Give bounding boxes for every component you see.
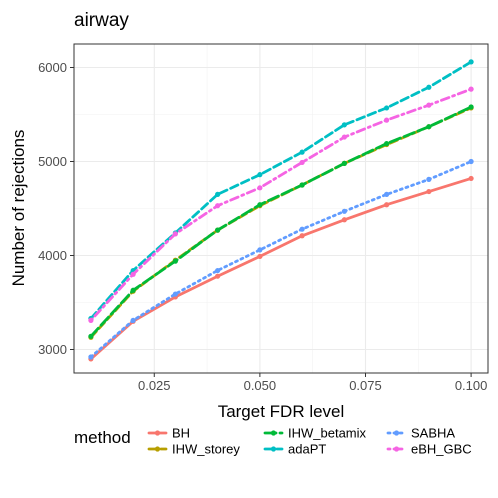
series-sabha: [88, 158, 474, 360]
data-point-adapt: [257, 172, 263, 178]
data-point-ebh-gbc: [468, 86, 474, 92]
data-point-ebh-gbc: [257, 185, 263, 191]
legend-item-ebh-gbc: eBH_GBC: [386, 442, 472, 457]
legend-label: SABHA: [411, 426, 455, 441]
data-point-ihw-betamix: [468, 104, 474, 110]
plot-border: [73, 43, 489, 374]
x-tick-label: 0.050: [244, 378, 277, 393]
data-point-ebh-gbc: [88, 317, 94, 323]
legend-key-point: [270, 446, 277, 452]
series-ihw-betamix: [88, 104, 474, 339]
data-point-bh: [341, 217, 347, 223]
y-tick-label: 6000: [38, 60, 67, 75]
legend-item-ihw-betamix: IHW_betamix: [263, 426, 367, 441]
legend-label: IHW_storey: [172, 442, 240, 457]
data-point-bh: [257, 253, 263, 260]
y-axis-title: Number of rejections: [9, 130, 28, 287]
data-point-ihw-betamix: [384, 141, 390, 147]
x-axis-title: Target FDR level: [218, 402, 345, 421]
data-point-ebh-gbc: [384, 117, 390, 123]
legend-item-adapt: adaPT: [263, 442, 326, 457]
data-point-sabha: [172, 291, 178, 297]
legend-item-bh: BH: [147, 426, 190, 441]
data-point-bh: [215, 273, 221, 279]
legend-item-sabha: SABHA: [386, 426, 455, 441]
x-axis: 0.025 0.050 0.075 0.100: [138, 373, 487, 393]
series-line-ebh-gbc: [89, 87, 473, 322]
grid-lines: [74, 44, 488, 373]
data-point-ihw-betamix: [426, 124, 432, 130]
data-point-bh: [468, 175, 474, 182]
data-point-ihw-betamix: [88, 333, 94, 339]
series-line-sabha: [89, 160, 473, 359]
data-point-sabha: [299, 226, 305, 232]
legend-title: method: [74, 428, 131, 447]
y-axis: 3000 4000 5000 6000: [38, 60, 74, 357]
data-point-ihw-betamix: [299, 182, 305, 188]
data-point-adapt: [384, 105, 390, 111]
data-point-sabha: [215, 267, 221, 274]
legend-key-point: [154, 430, 161, 436]
data-point-bh: [384, 202, 390, 208]
data-point-sabha: [384, 191, 390, 197]
series-lines: [88, 59, 474, 362]
data-point-ebh-gbc: [341, 134, 347, 140]
series-line-ihw-betamix: [89, 105, 473, 338]
y-tick-label: 5000: [38, 154, 67, 169]
data-point-sabha: [468, 158, 474, 165]
data-point-bh: [299, 233, 305, 239]
data-point-adapt: [299, 149, 305, 155]
legend-key-point: [393, 446, 400, 452]
data-point-ebh-gbc: [130, 271, 136, 277]
data-point-adapt: [468, 59, 474, 65]
data-point-ihw-betamix: [130, 287, 136, 293]
series-line-bh: [89, 176, 473, 361]
data-point-adapt: [215, 191, 221, 197]
legend-key-point: [393, 430, 400, 436]
data-point-ebh-gbc: [426, 102, 432, 108]
y-tick-label: 3000: [38, 342, 67, 357]
data-point-ihw-betamix: [215, 227, 221, 233]
data-point-ihw-betamix: [341, 160, 347, 166]
legend-key-point: [154, 446, 161, 452]
data-point-ihw-betamix: [172, 258, 178, 264]
series-ebh-gbc: [88, 86, 474, 323]
data-point-ebh-gbc: [215, 203, 221, 209]
data-point-bh: [426, 188, 432, 195]
chart-title: airway: [74, 10, 129, 31]
data-point-adapt: [341, 122, 347, 128]
legend-key-point: [270, 430, 277, 436]
legend-item-ihw-storey: IHW_storey: [147, 442, 240, 457]
legend-label: eBH_GBC: [411, 442, 472, 457]
data-point-sabha: [88, 354, 94, 360]
data-point-ebh-gbc: [172, 231, 178, 237]
x-tick-label: 0.075: [349, 378, 382, 393]
data-point-sabha: [426, 176, 432, 182]
data-point-adapt: [426, 84, 432, 90]
legend-label: BH: [172, 426, 190, 441]
data-point-ebh-gbc: [299, 159, 305, 166]
data-point-ihw-betamix: [257, 202, 263, 208]
data-point-sabha: [130, 317, 136, 323]
x-tick-label: 0.100: [455, 378, 488, 393]
legend-label: IHW_betamix: [288, 426, 367, 441]
data-point-sabha: [257, 247, 263, 253]
y-tick-label: 4000: [38, 248, 67, 263]
data-point-sabha: [341, 208, 347, 214]
series-line-adapt: [89, 60, 473, 320]
x-tick-label: 0.025: [138, 378, 171, 393]
legend-label: adaPT: [288, 442, 326, 457]
